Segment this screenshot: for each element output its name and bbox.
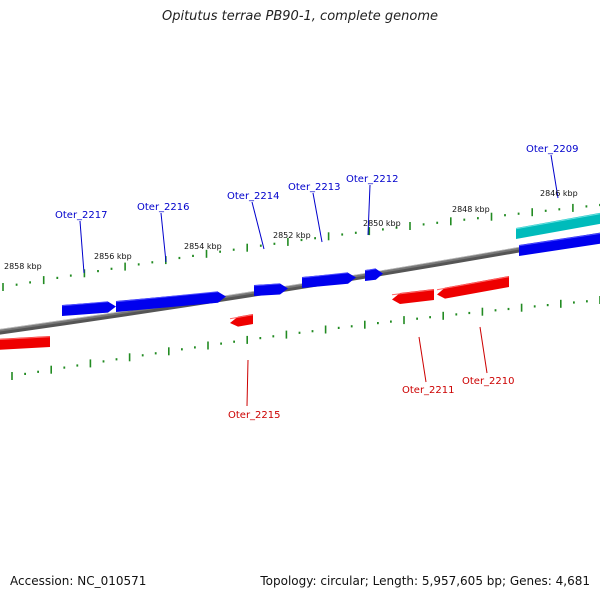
gene-oter-2217: [61, 301, 116, 316]
gene-oter-2217-shine: [61, 301, 109, 307]
leader-oter-2215: [246, 359, 249, 407]
gene-label-oter-2210[interactable]: Oter_2210: [462, 376, 515, 387]
leader-oter-2211: [418, 336, 427, 383]
accession-text: Accession: NC_010571: [10, 574, 147, 588]
gene-oter-2217-body: [62, 301, 116, 316]
gene-oter-2212: [364, 268, 383, 281]
gene-forward-edge-body: [519, 232, 600, 256]
gene-oter-2216-shine: [115, 291, 219, 303]
leader-oter-2216: [160, 212, 167, 263]
scale-label: 2858 kbp: [4, 262, 42, 271]
gene-oter-2214-body: [254, 283, 288, 296]
gene-oter-2209-shine: [515, 213, 600, 230]
scale-label: 2856 kbp: [94, 252, 132, 261]
gene-oter-2211-shine: [391, 289, 435, 296]
gene-oter-2210-body: [437, 276, 509, 299]
gene-reverse-edge-body: [0, 336, 50, 350]
gene-oter-2210: [436, 276, 510, 299]
scale-label: 2854 kbp: [184, 242, 222, 251]
genome-backbone: [0, 232, 600, 335]
gene-oter-2215-shine: [229, 314, 254, 320]
gene-label-oter-2215[interactable]: Oter_2215: [228, 410, 281, 421]
inner-tick-ring: [11, 296, 600, 380]
leader-oter-2214: [251, 201, 265, 250]
gene-label-layer: [79, 154, 559, 407]
gene-label-oter-2217[interactable]: Oter_2217: [55, 210, 108, 221]
genome-summary-text: Topology: circular; Length: 5,957,605 bp…: [260, 574, 590, 588]
gene-oter-2213: [301, 272, 356, 288]
gene-forward-edge-shine: [518, 233, 600, 247]
leader-oter-2213: [312, 192, 323, 243]
gene-reverse-edge-shine: [0, 336, 51, 341]
gene-track: [0, 212, 600, 350]
leader-oter-2217: [79, 220, 85, 274]
gene-label-oter-2209[interactable]: Oter_2209: [526, 144, 579, 155]
scale-label: 2848 kbp: [452, 205, 490, 214]
scale-label: 2852 kbp: [273, 231, 311, 240]
gene-label-oter-2211[interactable]: Oter_2211: [402, 385, 455, 396]
leader-oter-2212: [367, 184, 371, 236]
gene-oter-2216: [115, 291, 226, 312]
gene-label-oter-2214[interactable]: Oter_2214: [227, 191, 280, 202]
gene-label-oter-2212[interactable]: Oter_2212: [346, 174, 399, 185]
gene-label-oter-2213[interactable]: Oter_2213: [288, 182, 341, 193]
gene-oter-2214: [253, 283, 288, 296]
gene-label-oter-2216[interactable]: Oter_2216: [137, 202, 190, 213]
gene-oter-2213-shine: [301, 272, 349, 279]
page-title: Opitutus terrae PB90-1, complete genome: [161, 9, 439, 24]
gene-oter-2212-shine: [364, 268, 376, 272]
gene-reverse-edge: [0, 336, 51, 350]
gene-oter-2214-shine: [253, 283, 281, 287]
gene-oter-2212-body: [365, 268, 383, 281]
backbone-highlight: [0, 232, 600, 330]
scale-label: 2846 kbp: [540, 189, 578, 198]
gene-oter-2215: [229, 314, 254, 327]
scale-label: 2850 kbp: [363, 219, 401, 228]
gene-oter-2209-body: [516, 212, 600, 239]
gene-oter-2209: [515, 212, 600, 239]
gene-oter-2215-body: [230, 314, 253, 327]
leader-oter-2209: [550, 154, 559, 199]
gene-oter-2211: [391, 289, 435, 304]
leader-oter-2210: [479, 326, 488, 374]
gene-oter-2216-body: [116, 291, 226, 312]
gene-forward-edge: [518, 232, 600, 256]
gene-oter-2211-body: [392, 289, 434, 304]
gene-oter-2210-shine: [436, 276, 510, 291]
